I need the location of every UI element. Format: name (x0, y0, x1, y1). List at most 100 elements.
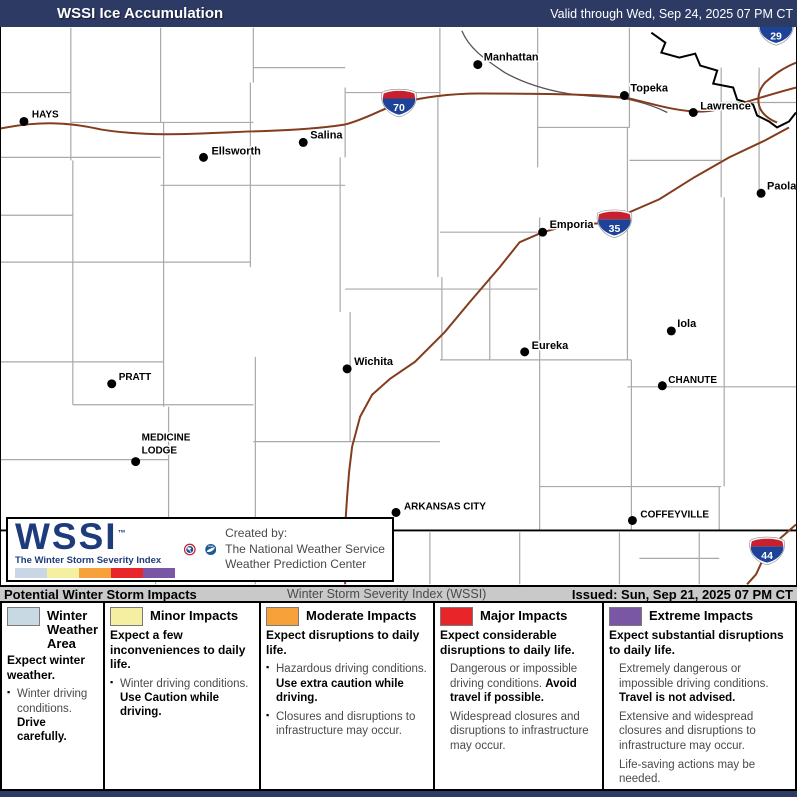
cities-layer: HAYS Ellsworth Salina Manhattan Topeka Lawren… (19, 50, 796, 525)
interstate-number: 44 (761, 551, 773, 562)
legend-item-emphasis: Drive carefully. (17, 716, 67, 744)
city-dot (520, 347, 530, 357)
city-hays: HAYS (19, 108, 61, 126)
interstate-shield-29: 29 (758, 27, 794, 46)
city-dot (391, 507, 401, 517)
severity-color-3 (111, 567, 143, 578)
legend-item: ▪ Winter driving conditions. Drive carefu… (7, 687, 98, 744)
interstate-number: 70 (393, 103, 405, 114)
legend-lead-text: Expect winter weather. (7, 653, 86, 682)
wssi-tagline: The Winter Storm Severity Index (15, 554, 162, 566)
city-eureka: Eureka (520, 338, 571, 357)
city-label: COFFEYVILLE (640, 509, 709, 520)
legend-item: Life-saving actions may be needed. (609, 758, 786, 787)
legend-swatch (7, 607, 40, 626)
city-coffeyville: COFFEYVILLE (627, 508, 711, 525)
legend-item: ▪ Winter driving conditions. Use Caution … (110, 677, 254, 720)
severity-color-1 (47, 567, 79, 578)
city-wichita: Wichita (342, 354, 395, 374)
city-label: HAYS (32, 109, 59, 120)
map-area: HAYS Ellsworth Salina Manhattan Topeka Lawren… (0, 27, 797, 585)
legend-title: Extreme Impacts (649, 608, 754, 623)
created-by-line2: Weather Prediction Center (225, 557, 367, 572)
legend-item-text: Hazardous driving conditions. (276, 663, 427, 676)
legend-item-text: Extensive and widespread closures and di… (619, 711, 756, 752)
city-dot (657, 381, 667, 391)
legend-header: Extreme Impacts (609, 607, 786, 626)
city-paola: Paola (756, 179, 796, 198)
city-dot (131, 457, 141, 467)
city-dot (19, 116, 29, 126)
city-label: Eureka (532, 340, 569, 352)
bullet-icon: ▪ (7, 687, 11, 698)
legend-column-moderate-impacts: Moderate Impacts Expect disruptions to da… (261, 603, 435, 789)
city-dot (298, 137, 308, 147)
legend-item-text: Winter driving conditions. (120, 677, 249, 690)
legend-item-emphasis: Use Caution while driving. (120, 692, 220, 719)
wssi-wordmark: WSSI™ (15, 516, 126, 558)
legend-column-minor-impacts: Minor Impacts Expect a few inconveniences… (105, 603, 261, 789)
legend-lead-text: Expect disruptions to daily life. (266, 628, 420, 657)
severity-color-4 (143, 567, 175, 578)
legend-lead-text: Expect considerable disruptions to daily… (440, 628, 575, 657)
severity-color-2 (79, 567, 111, 578)
legend-item-text: Extremely dangerous or impossible drivin… (619, 663, 769, 690)
city-lawrence: Lawrence (688, 99, 752, 117)
legend-title: Moderate Impacts (306, 608, 417, 623)
legend-item-text: Winter driving conditions. (17, 688, 88, 715)
legend-swatch (110, 607, 143, 626)
noaa-logo-text: NOAA (208, 545, 214, 548)
city-dot (342, 364, 352, 374)
city-label: MEDICINE LODGE (142, 433, 191, 457)
legend-lead-text: Expect a few inconveniences to daily lif… (110, 628, 246, 672)
legend-swatch (266, 607, 299, 626)
legend-column-major-impacts: Major Impacts Expect considerable disrupt… (435, 603, 604, 789)
city-label: CHANUTE (668, 375, 717, 386)
kansas-map-svg: HAYS Ellsworth Salina Manhattan Topeka Lawren… (1, 27, 796, 585)
city-dot (756, 188, 766, 198)
city-emporia: Emporia (538, 218, 596, 237)
legend-item-text: Dangerous or impossible driving conditio… (450, 663, 578, 690)
city-arkansas-city: ARKANSAS CITY (391, 500, 488, 517)
city-medicine-lodge: MEDICINE LODGE (131, 431, 192, 467)
severity-color-0 (15, 567, 47, 578)
legend-item-emphasis: Travel is not advised. (619, 691, 736, 704)
header-bar: WSSI Ice Accumulation Valid through Wed,… (0, 0, 797, 27)
legend-item-emphasis: Use extra caution while driving. (276, 677, 404, 704)
trademark-symbol: ™ (117, 528, 126, 538)
interstate-number: 35 (609, 224, 621, 235)
legend-title: Winter Weather Area (47, 608, 99, 652)
city-label: Emporia (550, 219, 595, 231)
legend-item: Widespread closures and disruptions to i… (440, 710, 597, 753)
legend-header: Major Impacts (440, 607, 597, 626)
bullet-icon: ▪ (266, 710, 270, 720)
bottom-navy-strip (0, 791, 797, 797)
product-subtitle: Winter Storm Severity Index (WSSI) (287, 587, 487, 601)
nws-logo-icon (184, 543, 196, 556)
legend-item: Extremely dangerous or impossible drivin… (609, 662, 786, 705)
city-label: Iola (677, 318, 697, 330)
legend-item-text: Life-saving actions may be needed. (619, 758, 756, 785)
city-dot (473, 60, 483, 70)
city-label: Paola (767, 180, 796, 192)
interstate-shield-70: 70 (381, 88, 417, 118)
noaa-logo-icon: NOAA (204, 543, 216, 556)
interstate-shield-35: 35 (596, 209, 633, 238)
product-name: Potential Winter Storm Impacts (4, 586, 197, 602)
city-label: Manhattan (484, 52, 539, 64)
city-pratt: PRATT (107, 370, 153, 389)
created-by-credit: Created by: The National Weather Service… (225, 526, 385, 573)
legend-swatch (609, 607, 642, 626)
legend-panel: Winter Weather Area Expect winter weather… (0, 602, 797, 791)
city-label: Lawrence (700, 100, 751, 112)
legend-header: Moderate Impacts (266, 607, 428, 626)
city-dot (688, 107, 698, 117)
product-title-bar: Potential Winter Storm Impacts Winter St… (0, 585, 797, 602)
legend-item-text: Widespread closures and disruptions to i… (450, 711, 589, 752)
legend-column-extreme-impacts: Extreme Impacts Expect substantial disrup… (604, 603, 791, 789)
city-dot (199, 152, 208, 162)
city-label: Ellsworth (211, 145, 261, 157)
legend-column-winter-weather-area: Winter Weather Area Expect winter weather… (2, 603, 105, 789)
city-label: Topeka (630, 83, 668, 95)
